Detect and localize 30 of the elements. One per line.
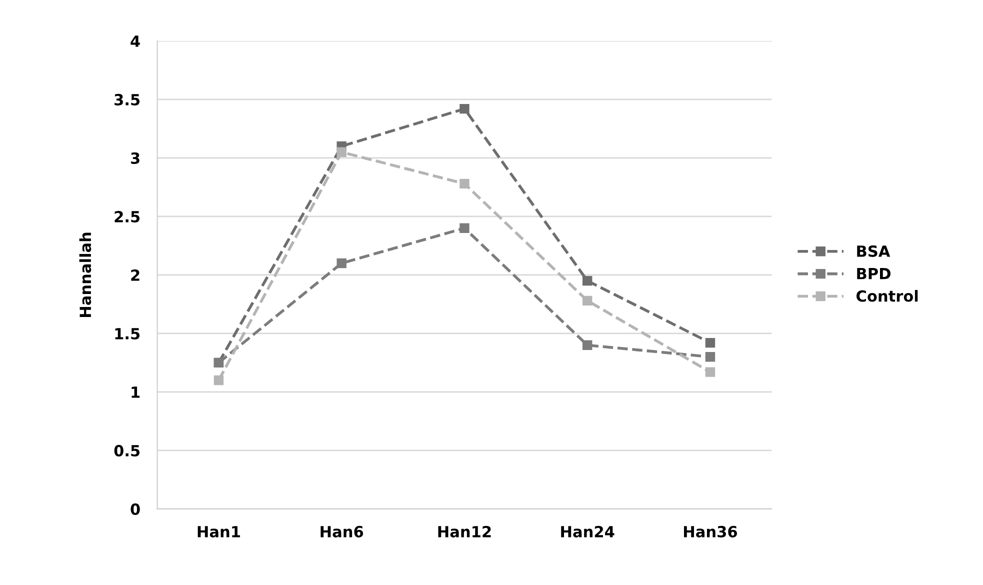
- y-tick-label: 1: [132, 386, 140, 398]
- y-tick-label: 3.5: [114, 94, 140, 106]
- x-tick-label: Han36: [684, 526, 738, 538]
- legend-label: BSA: [857, 245, 890, 257]
- legend-label: BPD: [857, 268, 890, 280]
- point: [582, 276, 592, 286]
- y-tick-label: 1.5: [115, 328, 140, 340]
- y-tick-label: 0.5: [114, 444, 140, 456]
- point: [705, 352, 716, 362]
- legend-label: Control: [856, 290, 918, 302]
- point: [460, 223, 470, 234]
- y-tick-label: 4: [130, 36, 140, 47]
- point: [705, 367, 716, 377]
- point: [214, 375, 224, 386]
- point: [582, 296, 592, 306]
- y-tick-label: 0: [130, 503, 140, 515]
- x-tick-label: Han24: [561, 526, 614, 538]
- point: [336, 147, 346, 157]
- y-tick-label: 2.5: [114, 210, 140, 222]
- point: [336, 258, 346, 268]
- point: [460, 104, 470, 114]
- x-tick-label: Han1: [198, 526, 240, 538]
- point: [460, 178, 470, 189]
- point: [582, 340, 592, 350]
- y-tick-label: 2: [131, 269, 140, 281]
- x-tick-label: Han12: [438, 526, 491, 538]
- y-tick-label: 3: [131, 152, 140, 164]
- point: [705, 338, 716, 348]
- y-axis-title: Hannallah: [79, 232, 92, 317]
- x-tick-label: Han6: [320, 526, 364, 538]
